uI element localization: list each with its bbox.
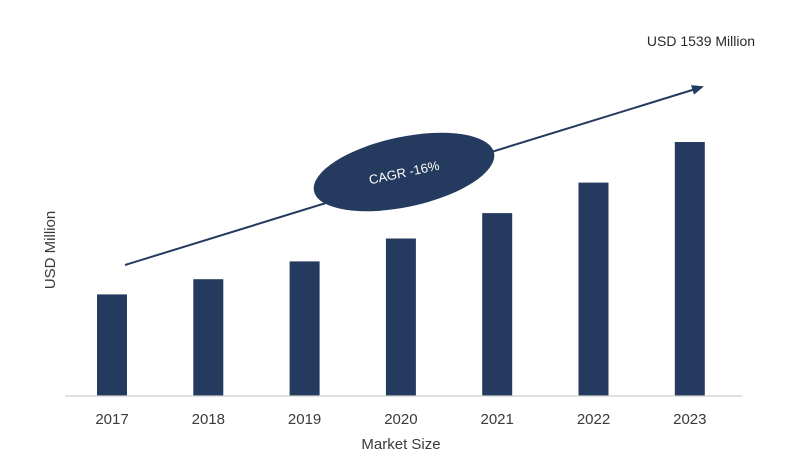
bar-2019 — [289, 261, 320, 396]
bar-2018 — [193, 279, 224, 396]
bar-2022 — [578, 182, 609, 396]
x-tick-label-2021: 2021 — [481, 411, 514, 428]
bar-2020 — [385, 238, 416, 396]
cagr-badge: CAGR -16% — [313, 132, 495, 212]
x-tick-label-2020: 2020 — [384, 411, 417, 428]
x-tick-label-2023: 2023 — [673, 411, 706, 428]
end-value-label: USD 1539 Million — [647, 33, 755, 49]
bar-2023 — [674, 142, 705, 396]
x-axis-title: Market Size — [361, 436, 440, 453]
x-tick-label-2018: 2018 — [192, 411, 225, 428]
x-tick-label-2017: 2017 — [95, 411, 128, 428]
y-axis-title: USD Million — [42, 211, 59, 289]
bar-2021 — [482, 213, 513, 396]
x-tick-label-2022: 2022 — [577, 411, 610, 428]
x-tick-labels: 2017 2018 2019 2020 2021 2022 2023 — [95, 411, 706, 428]
bar-2017 — [97, 294, 127, 396]
bar-series — [97, 142, 705, 396]
cagr-ellipse — [313, 132, 495, 212]
x-tick-label-2019: 2019 — [288, 411, 321, 428]
